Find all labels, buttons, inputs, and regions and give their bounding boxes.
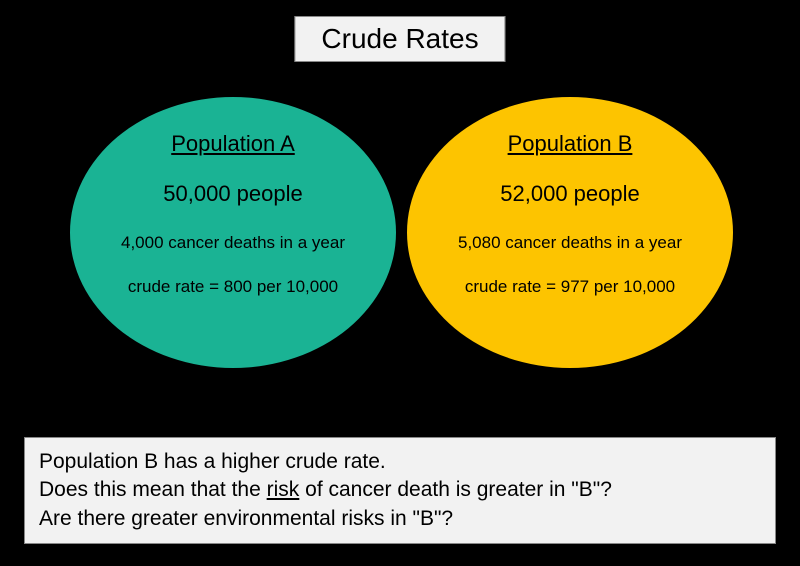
page-title: Crude Rates — [321, 23, 478, 54]
question-line2: Does this mean that the risk of cancer d… — [39, 476, 761, 504]
population-a-count: 50,000 people — [163, 181, 302, 207]
population-b-count: 52,000 people — [500, 181, 639, 207]
question-line3: Are there greater environmental risks in… — [39, 505, 761, 533]
population-b-ellipse: Population B 52,000 people 5,080 cancer … — [405, 95, 735, 370]
question-line2-pre: Does this mean that the — [39, 478, 267, 501]
question-line2-post: of cancer death is greater in "B"? — [299, 478, 612, 501]
population-a-rate: crude rate = 800 per 10,000 — [128, 277, 338, 297]
question-box: Population B has a higher crude rate. Do… — [24, 437, 776, 544]
population-b-deaths: 5,080 cancer deaths in a year — [458, 233, 682, 253]
population-a-deaths: 4,000 cancer deaths in a year — [121, 233, 345, 253]
population-a-ellipse: Population A 50,000 people 4,000 cancer … — [68, 95, 398, 370]
population-a-label: Population A — [171, 131, 295, 157]
question-line1: Population B has a higher crude rate. — [39, 448, 761, 476]
title-box: Crude Rates — [294, 16, 505, 62]
question-line2-underlined: risk — [267, 478, 300, 501]
population-b-label: Population B — [508, 131, 633, 157]
population-b-rate: crude rate = 977 per 10,000 — [465, 277, 675, 297]
